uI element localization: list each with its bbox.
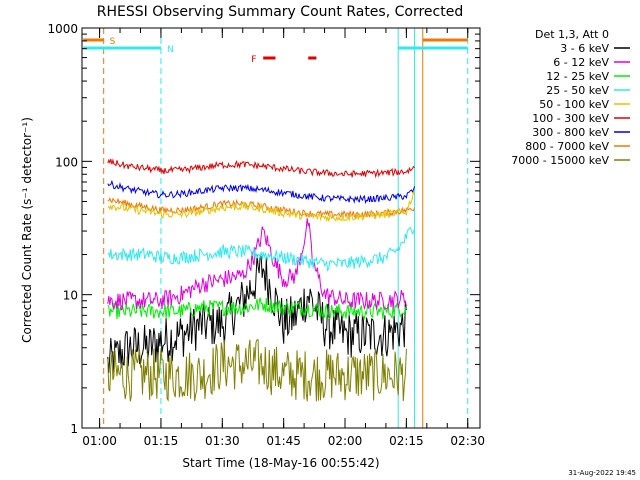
x-tick-label: 02:15	[389, 434, 424, 448]
y-axis-label: Corrected Count Rate (s⁻¹ detector⁻¹)	[20, 117, 34, 343]
flag-label: F	[251, 55, 256, 65]
series-line-6	[107, 179, 416, 205]
legend-label: 50 - 100 keV	[539, 98, 609, 111]
legend-label: 100 - 300 keV	[532, 112, 609, 125]
axis-ticks: 01:00 01:15 01:30 01:45 02:00 02:15 02:30 1 10 10…	[47, 22, 485, 448]
series-line-2	[107, 297, 407, 321]
legend-label: 25 - 50 keV	[546, 84, 609, 97]
legend-label: 12 - 25 keV	[546, 70, 609, 83]
x-tick-label: 02:00	[328, 434, 363, 448]
series-line-5	[107, 158, 415, 179]
legend-header: Det 1,3, Att 0	[535, 28, 609, 41]
legend-label: 6 - 12 keV	[553, 56, 609, 69]
series-line-1	[107, 218, 407, 311]
flag-S: S	[83, 37, 468, 47]
x-tick-label: 01:15	[144, 434, 179, 448]
x-tick-label: 01:30	[205, 434, 240, 448]
flag-F: F	[251, 55, 317, 65]
series-line-8	[107, 339, 407, 402]
series-line-4	[107, 189, 416, 223]
y-tick-label: 1000	[47, 22, 78, 36]
plot-area: S N F	[83, 28, 469, 428]
chart-title: RHESSI Observing Summary Count Rates, Co…	[97, 4, 463, 20]
x-tick-label: 01:00	[82, 434, 117, 448]
series-line-0	[107, 254, 407, 376]
series-line-3	[107, 226, 416, 272]
flag-label: N	[167, 45, 174, 55]
y-tick-label: 1	[70, 422, 78, 436]
flag-N: N	[83, 45, 468, 55]
timestamp: 31-Aug-2022 19:45	[568, 469, 636, 477]
x-tick-label: 01:45	[266, 434, 301, 448]
plot-frame	[81, 27, 481, 429]
legend-label: 300 - 800 keV	[532, 126, 609, 139]
x-tick-label: 02:30	[450, 434, 485, 448]
y-tick-label: 100	[55, 155, 78, 169]
flag-label: S	[110, 37, 116, 47]
x-axis-label: Start Time (18-May-16 00:55:42)	[182, 456, 379, 470]
legend-label: 7000 - 15000 keV	[511, 154, 609, 167]
y-tick-label: 10	[63, 289, 78, 303]
legend-label: 3 - 6 keV	[560, 42, 609, 55]
legend-label: 800 - 7000 keV	[525, 140, 609, 153]
